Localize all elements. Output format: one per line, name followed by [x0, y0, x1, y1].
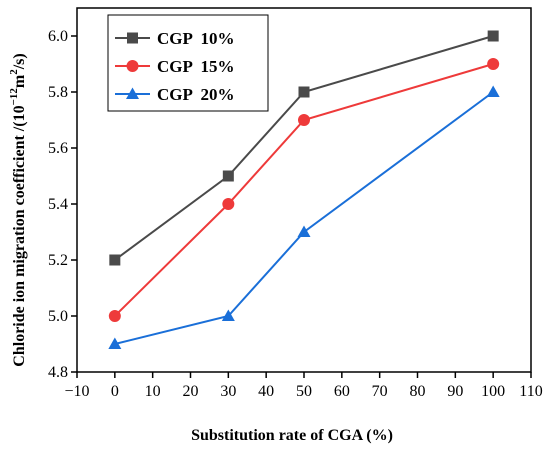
- x-tick-label: 60: [334, 383, 350, 400]
- legend-marker: [127, 32, 138, 44]
- y-tick-label: 5.4: [48, 196, 68, 213]
- y-tick-label: 5.8: [48, 84, 68, 101]
- series-3: [108, 85, 500, 349]
- y-tick-label: 5.0: [48, 308, 68, 325]
- legend-label: CGP 15%: [157, 57, 234, 76]
- series-line: [114, 91, 494, 345]
- x-tick-label: 50: [296, 383, 312, 400]
- y-axis-title-exp2: 2: [8, 69, 20, 75]
- legend-label: CGP 10%: [157, 29, 234, 48]
- x-tick-label: 90: [447, 383, 463, 400]
- y-axis-title-suffix: /s): [11, 53, 28, 70]
- data-point: [221, 309, 235, 321]
- data-point: [297, 225, 311, 237]
- data-point: [486, 85, 500, 97]
- data-point: [222, 198, 235, 210]
- x-tick-label: 10: [145, 383, 161, 400]
- y-tick-label: 6.0: [48, 28, 68, 45]
- x-tick-label: 70: [372, 383, 388, 400]
- legend-item: CGP 15%: [115, 57, 234, 76]
- data-point: [298, 114, 310, 126]
- y-axis-title-prefix: Chloride ion migration coefficient /(10: [11, 105, 28, 366]
- y-axis-title-mid: m: [11, 74, 28, 88]
- x-tick-label: 80: [410, 383, 426, 400]
- y-axis-title: Chloride ion migration coefficient /(10−…: [8, 53, 28, 366]
- series-line: [114, 63, 494, 317]
- legend-item: CGP 10%: [115, 29, 234, 48]
- plot-area: [108, 30, 500, 349]
- x-axis-title: Substitution rate of CGA (%): [191, 427, 393, 444]
- data-point: [108, 337, 122, 349]
- data-point: [298, 86, 310, 98]
- y-tick-label: 4.8: [48, 364, 68, 381]
- data-point: [222, 170, 234, 182]
- data-point: [487, 58, 500, 70]
- legend-marker: [126, 87, 139, 99]
- x-tick-label: −10: [64, 383, 89, 400]
- x-tick-label: 30: [220, 383, 236, 400]
- axes: −10 0 10 20 30 40 50 60 70 80 90 100 110 4.8 5.0 5.2 5.4…: [48, 7, 543, 400]
- legend-label: CGP 20%: [157, 85, 234, 104]
- series-1: [109, 30, 499, 266]
- x-tick-label: 0: [111, 383, 119, 400]
- data-point: [109, 254, 121, 266]
- x-tick-label: 40: [258, 383, 274, 400]
- series-line: [114, 35, 494, 261]
- legend-item: CGP 20%: [115, 85, 234, 104]
- data-point: [487, 30, 499, 42]
- y-tick-label: 5.2: [48, 252, 68, 269]
- x-tick-label: 100: [481, 383, 505, 400]
- y-axis-title-exp1: −12: [8, 88, 20, 106]
- legend-marker: [126, 60, 139, 72]
- x-tick-label: 110: [519, 383, 542, 400]
- series-2: [108, 58, 500, 322]
- data-point: [108, 310, 121, 322]
- y-tick-label: 5.6: [48, 140, 68, 157]
- legend: CGP 10% CGP 15% CGP 20%: [107, 14, 269, 112]
- x-tick-label: 20: [183, 383, 199, 400]
